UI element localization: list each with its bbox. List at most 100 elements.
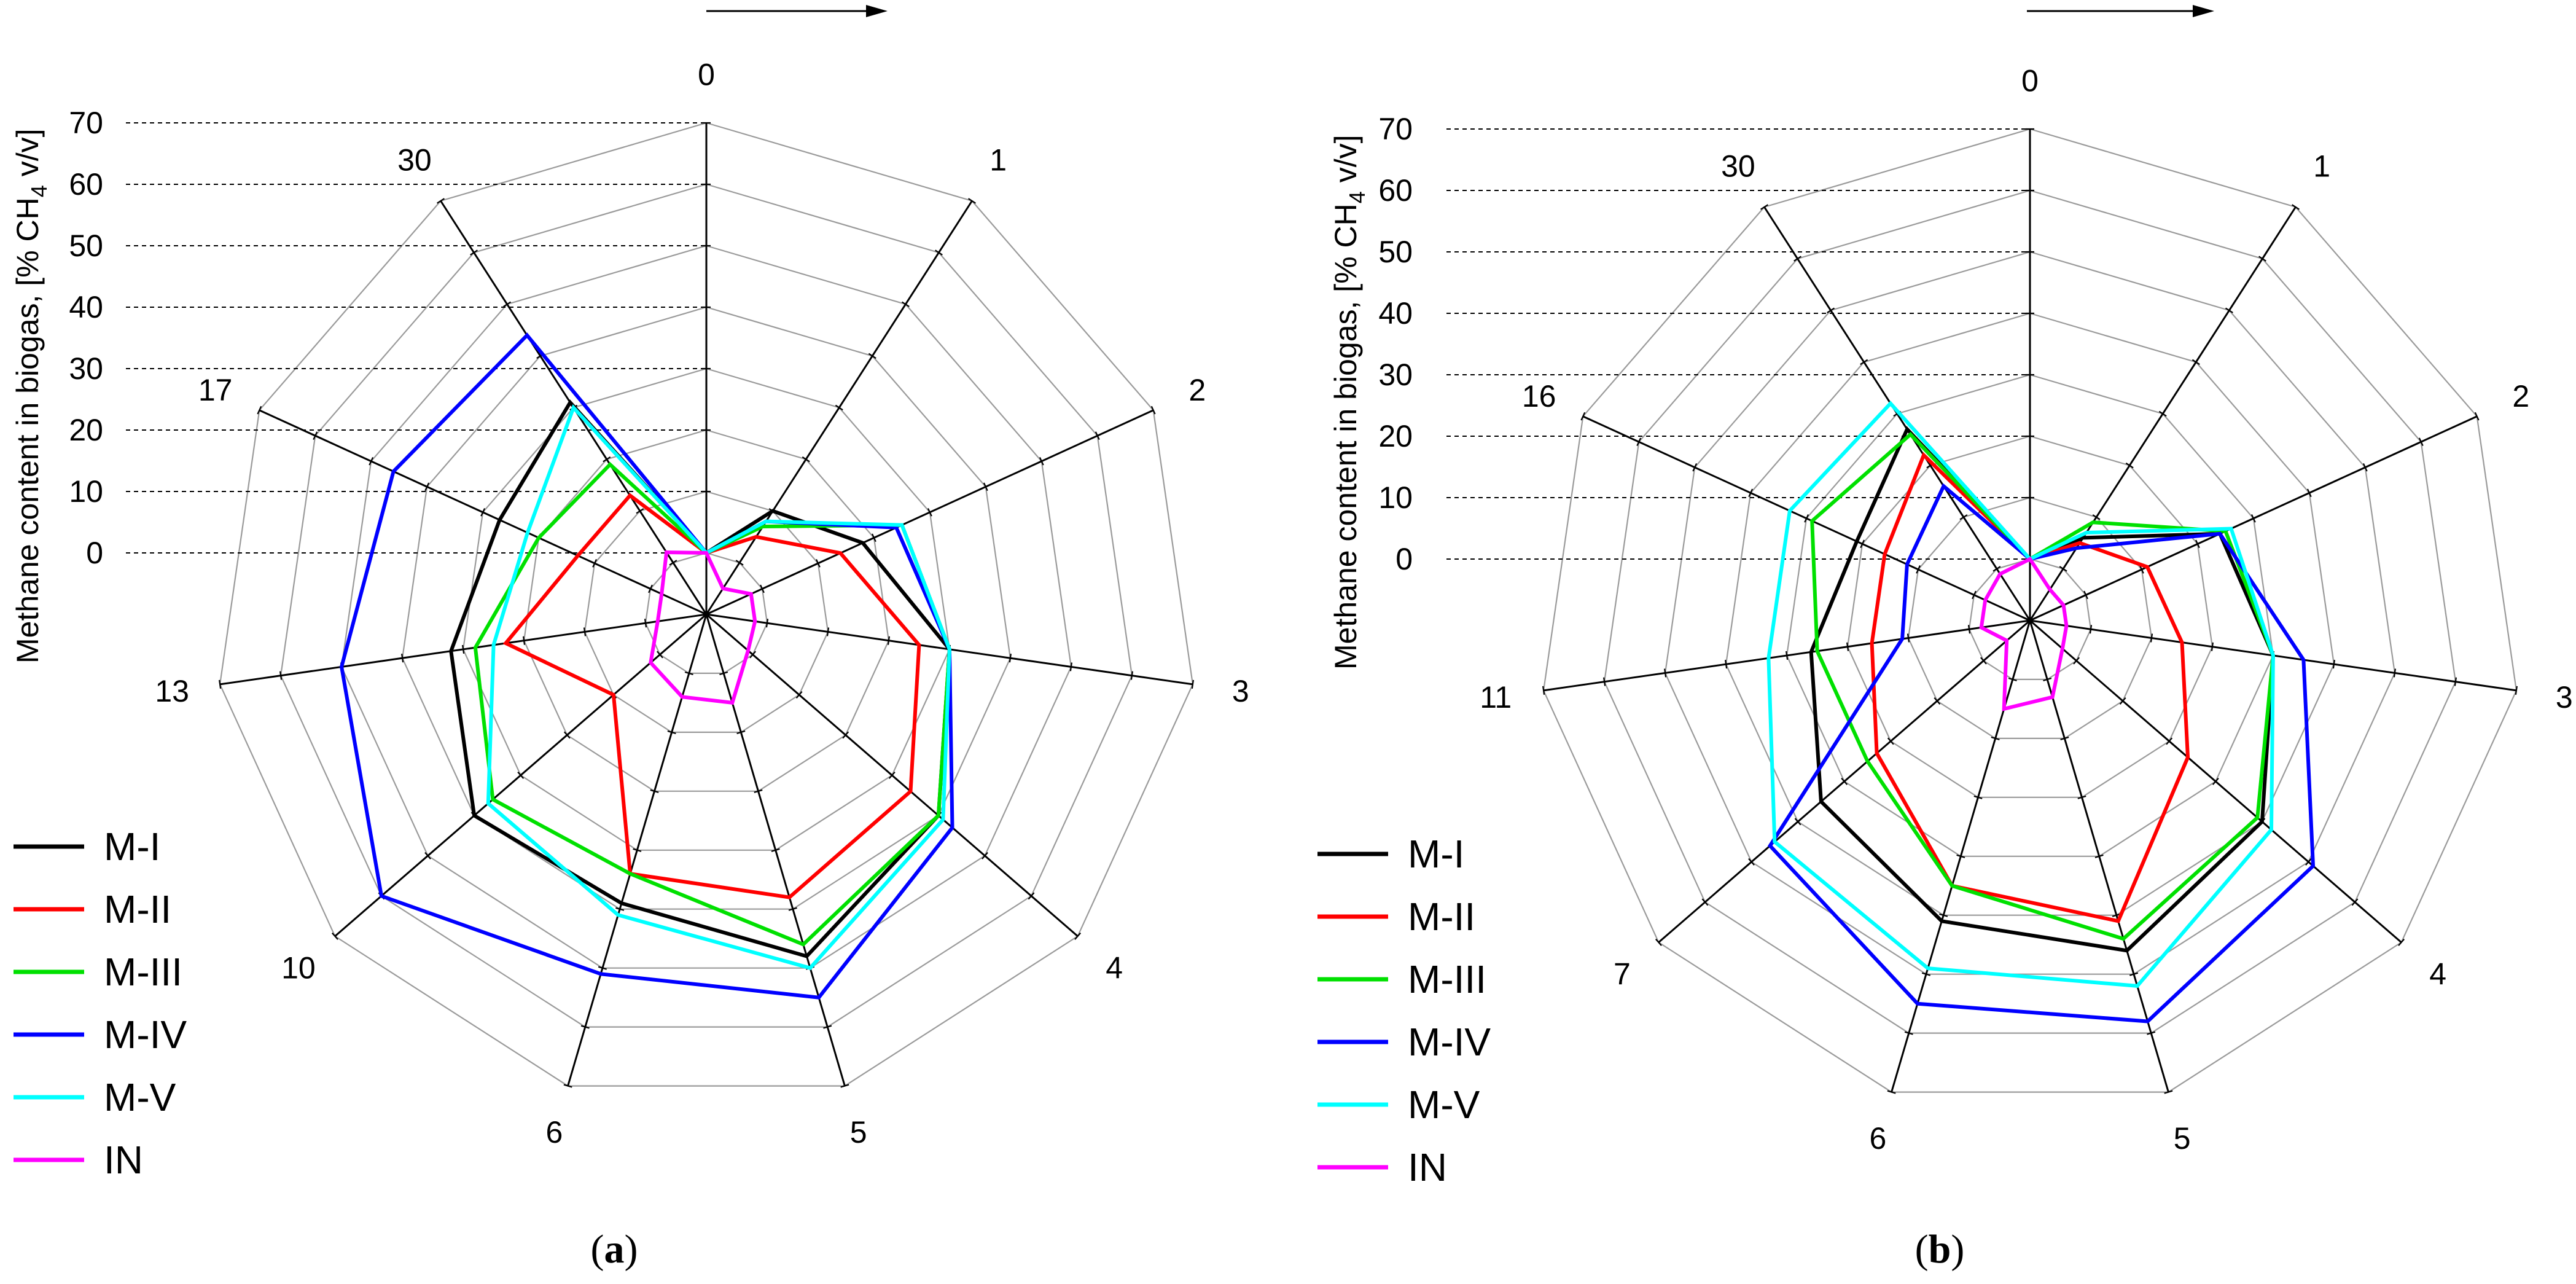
category-labels-a: 0 1 2 3 4 5 6 10 13 17 30 [155,57,1249,1149]
radial-tick [1748,858,1755,866]
radial-tick [2258,256,2266,262]
radial-tick [1827,307,1835,313]
radial-tick [1972,590,1977,600]
radar-chart-a: Methane content in biogas, [% CH4 v/v] 0… [10,5,1249,1272]
radial-tick [219,679,222,689]
radial-tick [2418,437,2424,447]
radial-tick [644,619,647,628]
radial-tick [279,671,283,680]
radial-tick [313,431,318,440]
radial-tick [2212,777,2219,785]
grid-ring [1603,189,2457,1034]
radial-tick [1887,1090,1896,1094]
r-tick-label: 70 [1378,112,1413,146]
radial-tick [592,559,598,568]
r-tick-label: 20 [69,413,103,447]
category-label: 13 [155,674,189,708]
radial-tick [771,848,780,852]
radial-tick [1701,898,1709,906]
radial-tick [888,771,896,779]
radial-tick [2150,633,2153,643]
radial-tick [1967,625,1971,634]
grid-ring [279,183,1133,1028]
radial-tick [470,249,478,256]
category-label: 1 [989,143,1007,178]
radial-tick [2306,488,2312,498]
radial-tick [603,456,611,463]
series-line-m-i [449,399,951,958]
radial-tick [1028,892,1035,900]
radial-tick [2398,938,2405,946]
radial-tick [636,508,644,514]
radial-tick [2351,898,2359,906]
category-label: 16 [1522,379,1556,413]
series-line-m-v [1766,401,2275,988]
radial-tick [788,907,797,911]
radial-tick [2166,737,2173,745]
category-label: 6 [1869,1121,1886,1156]
radial-tick [2119,697,2126,705]
radial-tick [2125,462,2134,469]
radial-tick [2129,972,2139,976]
radial-tick [1793,256,1801,262]
radial-tick [2454,677,2457,686]
radial-tick [840,1084,849,1088]
radial-tick [815,559,821,568]
category-label: 7 [1614,957,1631,992]
radial-tick [2362,463,2368,472]
r-tick-label: 30 [1378,358,1413,392]
radial-tick [563,731,571,739]
radial-tick [1069,662,1072,671]
radial-tick [1095,431,1100,440]
grid-ring [1725,312,2335,916]
radial-tick [927,508,932,517]
radial-tick [1603,677,1606,686]
radial-tick [735,560,744,566]
r-tick-label: 50 [69,229,103,263]
radar-chart-b: Methane content in biogas, [% CH4 v/v] 0… [1317,5,2573,1272]
radial-tick [823,1025,832,1029]
radial-tick [1130,671,1133,680]
radial-tick [1039,456,1044,466]
radial-tick [983,482,988,491]
radial-tick [2305,858,2312,866]
category-label: 5 [850,1115,867,1149]
grid-ring [219,122,1194,1087]
category-label: 5 [2174,1121,2191,1156]
radial-tick [736,730,746,734]
r-tick-label: 50 [1378,235,1413,269]
grid-ring [340,245,1072,969]
radial-tick [563,1084,572,1088]
radial-tick [2139,565,2144,574]
radial-tick [1191,679,1194,689]
radial-tick [669,560,677,566]
grid-ring [1542,128,2518,1093]
r-tick-label: 10 [69,474,103,509]
radial-tick [1956,854,1965,858]
category-label: 10 [281,951,316,985]
radial-tick [2043,677,2052,681]
radial-tick [1009,654,1012,663]
category-label: 3 [2556,680,2573,714]
legend-label-in: IN [104,1138,143,1182]
legend-label-m-ii: M-II [104,887,171,931]
grid-ring [401,306,1012,910]
radial-tick [1907,633,1910,643]
radial-tick [1150,405,1156,415]
panel-caption-a: (a) [591,1227,638,1272]
time-arrow-head-a [866,5,888,17]
radial-tick [1992,566,2001,572]
radial-tick [802,456,810,463]
radial-tick [2147,1031,2156,1035]
radial-tick [598,966,607,970]
radial-tick [583,627,587,636]
radial-tick [462,644,465,654]
radial-tick [835,404,843,411]
radial-tick [437,198,445,204]
series-line-m-ii [1870,452,2190,923]
radial-tick [2158,410,2167,417]
series-line-in [1979,557,2069,711]
radial-tick [369,456,374,466]
radial-tick [765,619,769,628]
r-tick-label: 60 [69,167,103,202]
